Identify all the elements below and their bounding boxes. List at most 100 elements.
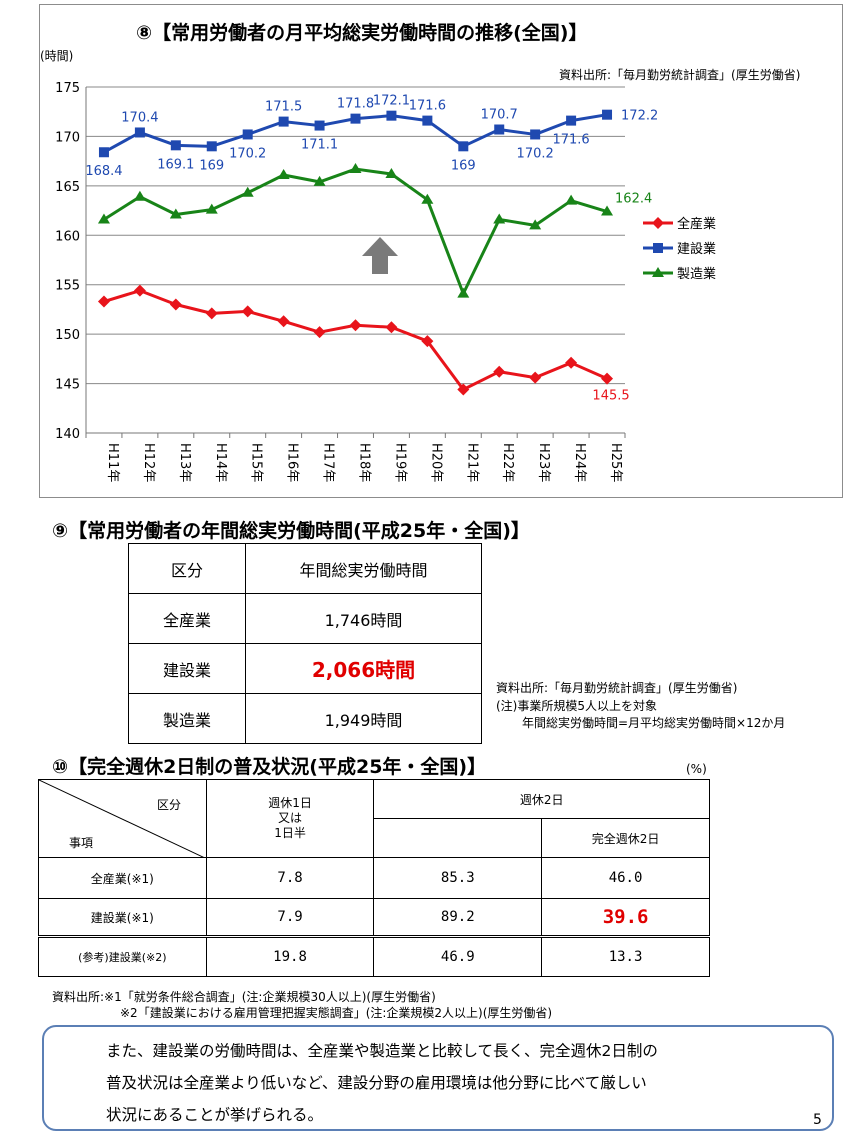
data-label: 170.7	[481, 108, 518, 123]
data-point	[277, 315, 290, 328]
data-point	[386, 110, 397, 121]
data-point	[133, 190, 146, 201]
data-point	[134, 127, 145, 138]
table-row: 建設業(※1) 7.9 89.2 39.6	[38, 898, 710, 937]
x-tick-label: H24年	[572, 443, 587, 482]
table10-note-2: ※2「建設業における雇用管理把握実態調査」(注:企業規模2人以上)(厚生労働省)	[120, 1006, 553, 1020]
data-point	[205, 203, 218, 214]
data-point	[350, 113, 361, 124]
data-label: 171.6	[552, 133, 589, 148]
row-label: 製造業	[128, 693, 246, 744]
legend-marker	[652, 217, 664, 229]
data-label: 169	[451, 158, 476, 173]
data-point	[565, 194, 578, 205]
data-point	[205, 307, 218, 320]
x-tick-label: H18年	[357, 443, 372, 482]
row-label: 建設業	[128, 643, 246, 694]
y-tick-label: 160	[55, 229, 80, 244]
data-label: 145.5	[592, 389, 629, 404]
chart-title: ⑧【常用労働者の月平均総実労働時間の推移(全国)】	[136, 22, 588, 44]
table-header-row: 区分 年間総実労働時間	[128, 543, 482, 594]
row-label: 全産業	[128, 593, 246, 644]
x-tick-label: H16年	[285, 443, 300, 482]
x-tick-label: H21年	[464, 443, 479, 482]
cell-value: 7.9	[205, 898, 375, 937]
data-point	[313, 175, 326, 186]
row-label: (参考)建設業(※2)	[38, 935, 207, 977]
cell-value: 19.8	[205, 935, 375, 977]
data-label: 171.8	[337, 97, 374, 112]
header-full-weekly-2day: 完全週休2日	[541, 818, 710, 858]
data-point	[278, 116, 289, 127]
summary-box: また、建設業の労働時間は、全産業や製造業と比較して長く、完全週休2日制の 普及状…	[42, 1025, 834, 1131]
table-row: 全産業 1,746時間	[128, 593, 482, 644]
table9-note-scope: (注)事業所規模5人以上を対象	[496, 699, 657, 713]
y-tick-label: 155	[55, 279, 80, 294]
table9-note-source: 資料出所:「毎月勤労統計調査」(厚生労働省)	[496, 681, 738, 695]
series-line	[103, 167, 608, 296]
row-label: 全産業(※1)	[38, 857, 207, 899]
row-value: 1,949時間	[245, 693, 482, 744]
legend-marker	[652, 267, 664, 277]
header-weekly-2day: 週休2日	[373, 779, 710, 819]
table-subheader-row: 完全週休2日	[39, 818, 710, 858]
data-point	[458, 141, 469, 152]
data-label: 171.6	[409, 99, 446, 114]
cell-value: 46.0	[541, 857, 710, 899]
x-tick-label: H17年	[321, 443, 336, 482]
data-point	[241, 305, 254, 318]
data-point	[529, 219, 542, 230]
x-tick-label: H11年	[105, 443, 120, 482]
data-point	[457, 287, 470, 298]
legend-label: 建設業	[677, 241, 716, 257]
data-point	[457, 383, 470, 396]
diagonal-line	[39, 780, 205, 858]
data-point	[98, 147, 109, 158]
cell-value-highlight: 39.6	[541, 898, 710, 937]
summary-line: また、建設業の労働時間は、全産業や製造業と比較して長く、完全週休2日制の	[106, 1042, 658, 1060]
table9-title: ⑨【常用労働者の年間総実労働時間(平成25年・全国)】	[52, 520, 530, 542]
data-label: 170.2	[229, 146, 266, 161]
table10-title: ⑩【完全週休2日制の普及状況(平成25年・全国)】	[52, 756, 487, 778]
header-jiko: 事項	[69, 836, 94, 850]
y-tick-label: 140	[55, 427, 80, 442]
cell-value: 85.3	[373, 857, 543, 899]
page-number: 5	[813, 1112, 822, 1128]
header-kubun: 区分	[128, 543, 246, 594]
data-label: 170.2	[517, 146, 554, 161]
legend-label: 製造業	[677, 266, 716, 282]
data-point	[494, 124, 505, 135]
data-label: 171.1	[301, 138, 338, 153]
header-corner: 区分 事項	[38, 779, 207, 858]
data-point	[169, 208, 182, 219]
header-line: 1日半	[274, 826, 306, 840]
chart-source: 資料出所:「毎月勤労統計調査」(厚生労働省)	[559, 68, 801, 82]
cell-value: 46.9	[373, 935, 543, 977]
data-point	[601, 205, 614, 216]
cell-value: 89.2	[373, 898, 543, 937]
y-tick-label: 175	[55, 81, 80, 96]
x-tick-label: H12年	[141, 443, 156, 482]
header-line: 週休1日	[268, 796, 312, 810]
table10-note-1: 資料出所:※1「就労条件総合調査」(注:企業規模30人以上)(厚生労働省)	[52, 990, 436, 1004]
data-label: 169.1	[157, 157, 194, 172]
x-tick-label: H23年	[536, 443, 551, 482]
data-label: 162.4	[615, 192, 652, 207]
legend-marker	[653, 243, 663, 253]
data-point	[313, 326, 326, 339]
table-header-row: 区分 事項 週休1日 又は 1日半 週休2日	[38, 779, 710, 858]
data-point	[133, 284, 146, 297]
data-point	[349, 163, 362, 174]
chart-panel: 140 145 150 155 160 165 170 175 H11年 H12年 H13年 H14年…	[39, 4, 843, 498]
cell-value: 7.8	[205, 857, 375, 899]
data-point	[277, 168, 290, 179]
data-point	[422, 115, 433, 126]
table-row: 全産業(※1) 7.8 85.3 46.0	[38, 857, 710, 899]
data-point	[97, 295, 110, 308]
header-line: 又は	[278, 811, 303, 825]
data-point	[529, 371, 542, 384]
header-kubun: 区分	[157, 798, 182, 812]
row-value: 1,746時間	[245, 593, 482, 644]
x-tick-label: H25年	[608, 443, 623, 482]
summary-line: 普及状況は全産業より低いなど、建設分野の雇用環境は他分野に比べて厳しい	[106, 1074, 647, 1092]
